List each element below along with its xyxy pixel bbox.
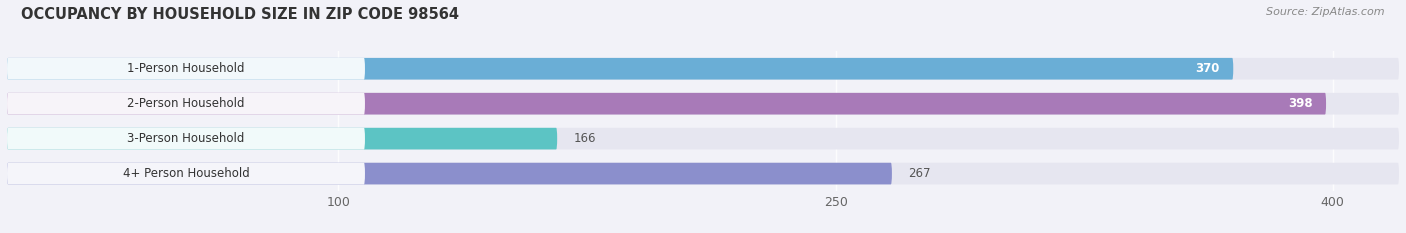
Text: Source: ZipAtlas.com: Source: ZipAtlas.com [1267,7,1385,17]
Text: 4+ Person Household: 4+ Person Household [122,167,249,180]
FancyBboxPatch shape [7,163,891,185]
FancyBboxPatch shape [7,58,366,80]
Text: 267: 267 [908,167,931,180]
FancyBboxPatch shape [7,163,366,185]
Text: 398: 398 [1288,97,1313,110]
FancyBboxPatch shape [7,128,1399,150]
Text: 166: 166 [574,132,596,145]
FancyBboxPatch shape [7,93,1399,115]
FancyBboxPatch shape [7,93,1326,115]
Text: OCCUPANCY BY HOUSEHOLD SIZE IN ZIP CODE 98564: OCCUPANCY BY HOUSEHOLD SIZE IN ZIP CODE … [21,7,460,22]
FancyBboxPatch shape [7,93,366,115]
FancyBboxPatch shape [7,58,1399,80]
Text: 2-Person Household: 2-Person Household [128,97,245,110]
Text: 1-Person Household: 1-Person Household [128,62,245,75]
FancyBboxPatch shape [7,163,1399,185]
FancyBboxPatch shape [7,128,557,150]
Text: 370: 370 [1195,62,1220,75]
FancyBboxPatch shape [7,128,366,150]
Text: 3-Person Household: 3-Person Household [128,132,245,145]
FancyBboxPatch shape [7,58,1233,80]
